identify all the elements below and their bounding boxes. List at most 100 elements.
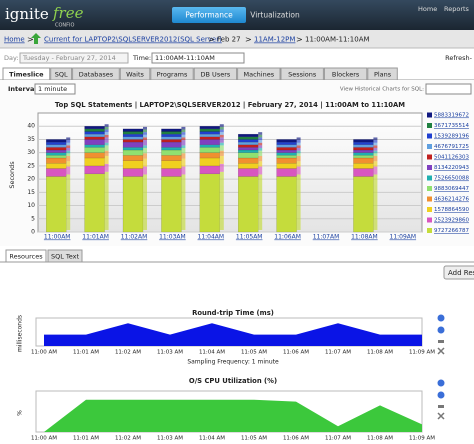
add-button-label[interactable]: Add Res (448, 269, 474, 277)
legend-label[interactable]: 3671735514 (434, 123, 469, 129)
chart-title: O/S CPU Utilization (%) (189, 377, 277, 385)
legend-label[interactable]: 4636214276 (434, 197, 469, 203)
legend-swatch (427, 123, 432, 128)
x-tick-label[interactable]: 11:07AM (313, 234, 340, 241)
tab-label[interactable]: Sessions (288, 71, 317, 79)
logo-accent: free (52, 4, 84, 22)
x-tick-label[interactable]: 11:03AM (159, 234, 186, 241)
bar-side (373, 174, 378, 230)
bar-segment (199, 157, 221, 167)
sql-chart: 0 5 10 15 20 25 30 35 40 11:00AM 11:01AM 11:02AM 11:… (27, 112, 469, 241)
time-value[interactable]: 11:00AM-11:10AM (155, 54, 215, 62)
tab-label[interactable]: DB Users (201, 71, 231, 79)
x-tick-label: 11:08 AM (367, 436, 393, 442)
tab-label[interactable]: SQL (55, 71, 68, 79)
bar-side (373, 142, 378, 146)
crumb[interactable]: Feb 27 (217, 36, 241, 44)
legend-label[interactable]: 9883069447 (434, 186, 469, 192)
x-tick-label: 11:00 AM (31, 350, 57, 356)
x-tick-label[interactable]: 11:04AM (198, 234, 225, 241)
bar-segment (84, 173, 105, 233)
x-tick-label[interactable]: 11:06AM (274, 234, 301, 241)
tab-label[interactable]: Blockers (332, 71, 360, 79)
subtab[interactable]: SQL Text (51, 253, 80, 261)
nav-tab[interactable]: Performance (185, 11, 233, 20)
x-tick-label[interactable]: 11:02AM (121, 234, 148, 241)
bar-segment (122, 128, 144, 132)
subtab-active[interactable] (5, 249, 47, 263)
tab-label[interactable]: Machines (243, 71, 274, 79)
bar-side (258, 166, 263, 175)
crumb[interactable]: Home (4, 36, 25, 44)
bar-side (258, 145, 263, 149)
bar-side (104, 142, 109, 146)
area (44, 323, 422, 346)
nav-link[interactable]: Reports (444, 5, 470, 13)
y-axis-label: milliseconds (17, 315, 24, 352)
day-value[interactable]: Tuesday - February 27, 2014 (22, 54, 116, 62)
bar-segment (353, 176, 374, 233)
crumb[interactable]: Current for LAPTOP2\SQLSERVER2012(SQL Se… (44, 36, 222, 44)
crumb[interactable]: 11AM-12PM (254, 36, 295, 44)
x-tick-label[interactable]: 11:05AM (236, 234, 263, 241)
interval-value[interactable]: 1 minute (38, 85, 67, 93)
interval-select[interactable] (34, 83, 76, 95)
nav-link[interactable]: Home (418, 5, 437, 13)
bar-segment (161, 131, 182, 135)
tab-label[interactable]: Plans (374, 71, 392, 79)
x-tick-label[interactable]: 11:08AM (351, 234, 378, 241)
tab-label[interactable]: Waits (126, 71, 144, 79)
legend-swatch (427, 207, 432, 212)
nav-tab[interactable]: Virtualization (250, 11, 300, 20)
legend-label[interactable]: 9727266787 (434, 228, 469, 234)
bar-side (181, 129, 186, 133)
legend-label[interactable]: 8134220943 (434, 165, 469, 171)
x-tick-label[interactable]: 11:00AM (44, 234, 71, 241)
area (44, 399, 422, 432)
chart-title: Round-trip Time (ms) (192, 309, 274, 317)
bar-side (143, 148, 147, 154)
legend-swatch (427, 165, 432, 170)
bar-segment (161, 176, 182, 233)
bar-side (258, 140, 263, 143)
bar-segment (199, 165, 221, 175)
bar-side (219, 134, 224, 138)
bar-segment (46, 149, 67, 153)
day-select[interactable] (19, 52, 129, 64)
subtab[interactable]: Resources (9, 253, 43, 261)
time-select[interactable] (151, 52, 245, 64)
bar-segment (237, 141, 259, 145)
subtab[interactable] (47, 249, 83, 263)
crumb: 11:00AM-11:10AM (305, 36, 370, 44)
bar-side (66, 153, 71, 156)
bar-side (143, 126, 147, 130)
bar-segment (122, 133, 144, 137)
legend-label[interactable]: 2523929860 (434, 218, 469, 224)
bar-segment (237, 133, 259, 137)
bar-side (296, 140, 301, 143)
tab-active[interactable] (172, 7, 246, 23)
bar-segment (199, 133, 221, 137)
tab-label[interactable]: Timeslice (9, 71, 44, 79)
bar-side (104, 137, 109, 143)
x-tick-label[interactable]: 11:01AM (82, 234, 109, 241)
bar-segment (353, 168, 374, 177)
legend-label[interactable]: 5041126303 (434, 155, 469, 161)
tab-label[interactable]: Databases (79, 71, 114, 79)
bar-side (181, 126, 186, 130)
bar-segment (84, 152, 105, 159)
legend-label[interactable]: 5883319672 (434, 113, 469, 119)
legend-label[interactable]: 7526650088 (434, 176, 469, 182)
legend-label[interactable]: 1578864590 (434, 207, 469, 213)
refresh[interactable]: Refresh- (445, 54, 473, 62)
bar-segment (84, 157, 105, 167)
bar-side (104, 145, 109, 151)
historical-input[interactable] (425, 83, 472, 95)
tab-label[interactable]: Programs (157, 71, 188, 79)
legend-label[interactable]: 1539289196 (434, 134, 469, 140)
add-button[interactable] (443, 265, 474, 280)
bar-side (66, 140, 71, 143)
bar-side (143, 140, 147, 146)
legend-label[interactable]: 4676791725 (434, 144, 469, 150)
x-tick-label[interactable]: 11:09AM (390, 234, 417, 241)
